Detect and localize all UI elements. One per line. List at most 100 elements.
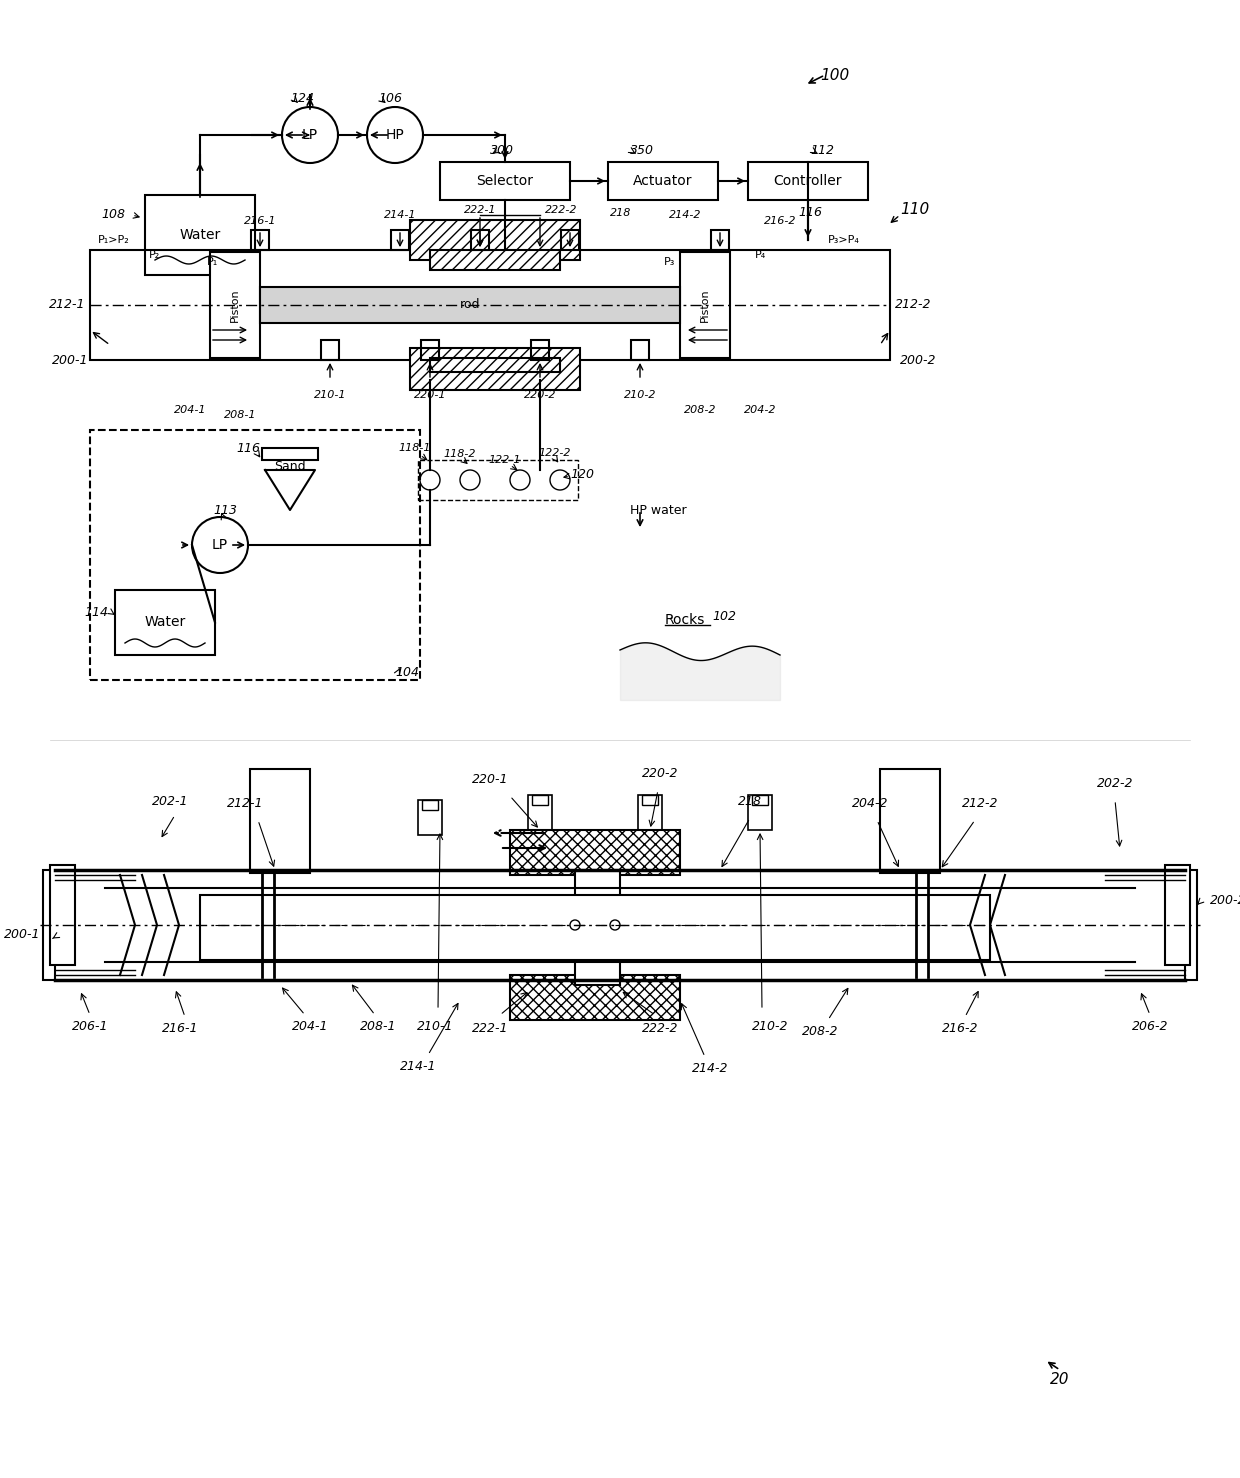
Text: 210-2: 210-2 — [751, 1020, 789, 1033]
Text: 212-1: 212-1 — [227, 797, 263, 810]
Bar — [751, 795, 768, 806]
Bar — [115, 590, 215, 655]
Text: 120: 120 — [570, 469, 594, 482]
Text: Controller: Controller — [774, 174, 842, 188]
Text: 208-2: 208-2 — [802, 1026, 838, 1038]
Text: 122-1: 122-1 — [489, 455, 521, 466]
Bar — [250, 769, 310, 873]
Bar — [711, 231, 729, 250]
Text: 104: 104 — [396, 665, 419, 678]
Text: 20: 20 — [1050, 1373, 1070, 1388]
Text: 206-1: 206-1 — [72, 1020, 108, 1033]
Bar — [639, 795, 662, 831]
Text: 220-1: 220-1 — [471, 773, 508, 786]
Text: P₄: P₄ — [754, 250, 765, 260]
Bar — [260, 287, 680, 324]
Bar — [430, 358, 560, 372]
Text: 208-2: 208-2 — [683, 405, 717, 415]
Bar — [531, 340, 549, 361]
Bar — [91, 250, 890, 361]
Text: HP water: HP water — [630, 504, 687, 516]
Text: Selector: Selector — [476, 174, 533, 188]
Text: 300: 300 — [490, 143, 515, 157]
Bar — [560, 231, 579, 250]
Bar — [528, 795, 552, 831]
Text: 200-2: 200-2 — [1210, 894, 1240, 906]
Text: 350: 350 — [630, 143, 653, 157]
Text: 214-2: 214-2 — [668, 210, 702, 220]
Bar — [410, 220, 580, 260]
Text: 216-2: 216-2 — [764, 216, 796, 226]
Text: 218: 218 — [738, 795, 763, 808]
Text: 212-1: 212-1 — [48, 299, 86, 312]
Text: 204-1: 204-1 — [291, 1020, 329, 1033]
Text: 208-1: 208-1 — [223, 409, 257, 420]
Text: 106: 106 — [378, 92, 402, 105]
Text: rod: rod — [460, 299, 480, 312]
Bar — [1185, 871, 1197, 980]
Text: 204-2: 204-2 — [852, 797, 888, 810]
Text: 220-2: 220-2 — [523, 390, 557, 401]
Text: 212-2: 212-2 — [895, 299, 931, 312]
Text: 108: 108 — [100, 208, 125, 222]
Text: 216-1: 216-1 — [161, 1021, 198, 1035]
Text: Rocks: Rocks — [665, 613, 706, 627]
Bar — [880, 769, 940, 873]
Text: 210-1: 210-1 — [417, 1020, 454, 1033]
Text: 220-1: 220-1 — [414, 390, 446, 401]
Text: 222-1: 222-1 — [471, 1021, 508, 1035]
Circle shape — [570, 919, 580, 930]
Text: 200-1: 200-1 — [52, 353, 88, 367]
Text: 114: 114 — [84, 606, 108, 618]
Bar — [748, 163, 868, 200]
Bar — [642, 795, 658, 806]
Bar — [440, 163, 570, 200]
Text: Piston: Piston — [229, 288, 241, 322]
Text: 208-1: 208-1 — [360, 1020, 397, 1033]
Text: 210-1: 210-1 — [314, 390, 346, 401]
Text: 202-1: 202-1 — [151, 795, 188, 808]
Bar — [532, 795, 548, 806]
Text: 204-2: 204-2 — [744, 405, 776, 415]
Text: 222-2: 222-2 — [546, 205, 578, 214]
Bar — [91, 430, 420, 680]
Text: 210-2: 210-2 — [624, 390, 656, 401]
Text: P₂: P₂ — [149, 250, 161, 260]
Text: 113: 113 — [213, 504, 237, 516]
Bar — [575, 871, 620, 984]
Bar — [50, 865, 74, 965]
Text: 200-1: 200-1 — [4, 928, 40, 941]
Text: P₃: P₃ — [663, 257, 675, 268]
Text: Water: Water — [180, 228, 221, 242]
Text: Water: Water — [144, 615, 186, 630]
Text: Sand: Sand — [274, 460, 306, 473]
Text: 202-2: 202-2 — [1096, 777, 1133, 791]
Text: 102: 102 — [712, 610, 737, 624]
Text: 212-2: 212-2 — [962, 797, 998, 810]
Bar — [321, 340, 339, 361]
Text: 118-2: 118-2 — [444, 449, 476, 460]
Text: 216-2: 216-2 — [941, 1021, 978, 1035]
Text: 214-1: 214-1 — [383, 210, 417, 220]
Bar — [410, 347, 580, 390]
Text: P₃>P₄: P₃>P₄ — [828, 235, 861, 245]
Text: 204-1: 204-1 — [174, 405, 206, 415]
Bar — [680, 253, 730, 358]
Bar — [422, 800, 438, 810]
Text: P₁>P₂: P₁>P₂ — [98, 235, 130, 245]
Text: 122-2: 122-2 — [538, 448, 572, 458]
Bar — [43, 871, 55, 980]
Text: 222-2: 222-2 — [642, 1021, 678, 1035]
Text: Piston: Piston — [701, 288, 711, 322]
Text: 220-2: 220-2 — [642, 767, 678, 780]
Text: 100: 100 — [820, 68, 849, 83]
Text: 216-1: 216-1 — [244, 216, 277, 226]
Text: P₁: P₁ — [207, 257, 218, 268]
Bar — [145, 195, 255, 275]
Text: 214-1: 214-1 — [399, 1060, 436, 1073]
Bar — [748, 795, 773, 831]
Bar — [262, 448, 317, 460]
Bar — [210, 253, 260, 358]
Bar — [200, 896, 990, 961]
Text: 110: 110 — [900, 202, 929, 217]
